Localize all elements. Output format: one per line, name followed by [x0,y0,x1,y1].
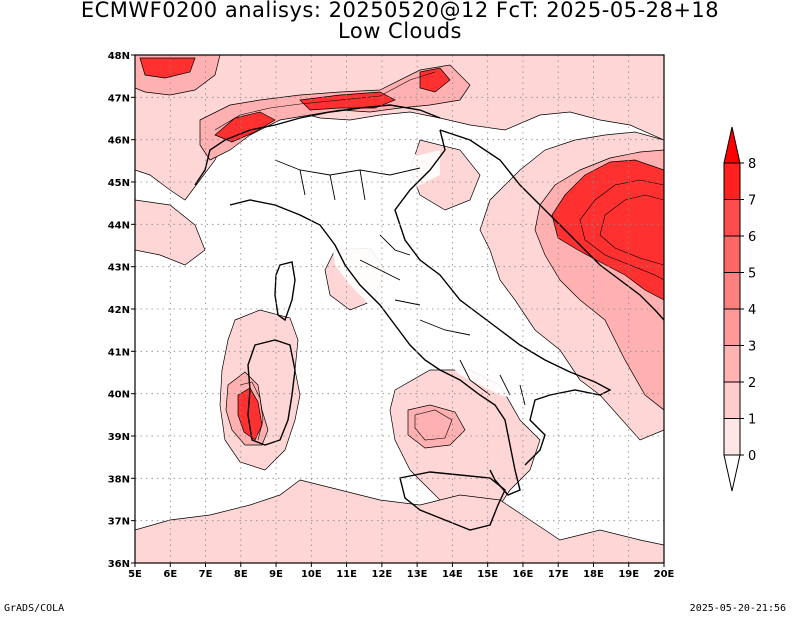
lon-tick-label: 12E [371,569,392,580]
lat-axis: 48N 47N 46N 45N 44N 43N 42N 41N 40N 39N 38N 37N 36N [108,51,135,570]
land-po-valley [240,148,440,210]
colorbar-box [723,272,741,310]
contour-alps-1 [214,71,436,131]
footer-left: GrADS/COLA [4,603,65,614]
coast-balkans [439,129,664,321]
colorbar-label: 8 [748,157,756,172]
cloud-area-sicily-sea [135,479,664,563]
contour-sardinia-1 [239,381,264,441]
lat-tick-label: 45N [108,178,130,189]
colorbar-box [723,418,741,456]
colorbar-box [723,235,741,273]
coast-sicily [399,471,506,531]
lon-tick-label: 9E [269,569,283,580]
coast-corsica [274,261,296,322]
lon-tick-label: 19E [618,569,639,580]
lon-tick-label: 20E [654,569,675,580]
colorbar-label: 1 [748,413,756,428]
lat-tick-label: 38N [108,474,130,485]
lon-tick-label: 5E [128,569,142,580]
cloud-area-north [135,55,664,201]
colorbar-high-arrow [723,126,741,164]
border-alps [194,104,441,186]
lat-tick-label: 44N [108,220,130,231]
colorbar-label: 0 [748,449,756,464]
lon-tick-label: 6E [163,569,177,580]
lat-tick-label: 47N [108,93,130,104]
cloud-high-alps-east [419,67,451,93]
lon-axis: 5E 6E 7E 8E 9E 10E 11E 12E 13E 14E 15E 16E 17E 18E 19E… [128,563,675,580]
lat-tick-label: 46N [108,136,130,147]
region-borders-south [459,359,526,406]
lat-tick-label: 39N [108,432,130,443]
colorbar-label: 7 [748,194,756,209]
region-borders-north [274,159,421,201]
colorbar-label: 6 [748,230,756,245]
cloud-mid-calabria-sea [407,404,466,449]
lon-tick-label: 17E [548,569,569,580]
colorbar-label: 2 [748,376,756,391]
colorbar-box [723,199,741,237]
lon-tick-label: 8E [234,569,248,580]
lon-tick-label: 18E [583,569,604,580]
lon-tick-label: 16E [513,569,534,580]
lon-tick-label: 15E [477,569,498,580]
title-line-2: Low Clouds [338,19,462,43]
footer-right: 2025-05-20-21:56 [689,603,786,614]
contour-east-1 [579,179,664,281]
colorbar-box [723,345,741,383]
colorbar-low-arrow [723,454,741,492]
chart-title: ECMWF0200 analisys: 20250520@12 FcT: 202… [0,0,800,42]
lat-tick-label: 42N [108,305,130,316]
graticule [135,55,664,563]
colorbar-label: 4 [748,303,756,318]
colorbar-label: 5 [748,267,756,282]
lon-tick-label: 14E [442,569,463,580]
region-borders-center [359,234,471,336]
cloud-high-sardinia [237,387,263,441]
colorbar-box [723,162,741,200]
title-line-1: ECMWF0200 analisys: 20250520@12 FcT: 202… [80,0,720,22]
colorbar-box [723,381,741,419]
lat-tick-label: 48N [108,51,130,62]
lat-tick-label: 40N [108,390,130,401]
lon-tick-label: 11E [336,569,357,580]
coast-italy-west [229,199,521,496]
lat-tick-label: 41N [108,347,130,358]
cloud-field [135,55,664,563]
cloud-mid-alps [199,64,471,161]
land-central-italy [330,230,430,355]
contour-calabria-1 [414,409,453,441]
cloud-high-nw-corner [139,57,196,79]
lat-tick-label: 37N [108,517,130,528]
lon-tick-label: 13E [407,569,428,580]
colorbar-box [723,308,741,346]
coast-sardinia [247,339,296,446]
lat-tick-label: 43N [108,263,130,274]
colorbar: 0 1 2 3 4 5 6 7 8 [723,126,756,492]
lon-tick-label: 7E [199,569,213,580]
colorbar-label: 3 [748,340,756,355]
lat-tick-label: 36N [108,559,130,570]
land-south-italy [440,330,560,405]
coast-italy-east [394,129,612,466]
lon-tick-label: 10E [301,569,322,580]
contour-east-2 [599,194,664,266]
